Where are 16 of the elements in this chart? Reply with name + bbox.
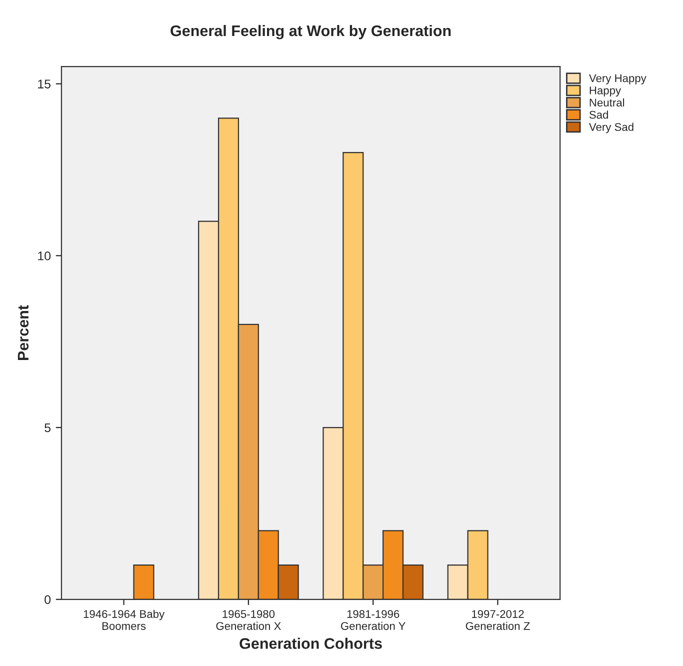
y-tick-label: 5 bbox=[44, 423, 51, 432]
legend-label: Neutral bbox=[590, 98, 624, 107]
y-axis-title: Percent bbox=[18, 305, 29, 360]
x-tick-label: 1965-1980 Generation X bbox=[216, 610, 281, 630]
legend-label: Very Sad bbox=[588, 122, 634, 134]
y-tick-label: 0 bbox=[44, 595, 51, 604]
chart-title: General Feeling at Work by Generation bbox=[170, 24, 451, 40]
legend-label: Very Happy bbox=[588, 74, 646, 84]
y-tick-label: 15 bbox=[38, 80, 51, 88]
y-tick-label: 10 bbox=[38, 251, 51, 260]
x-axis-title: Generation Cohorts bbox=[240, 638, 382, 649]
legend-label: Happy bbox=[590, 86, 622, 97]
legend-label: Sad bbox=[589, 110, 608, 119]
x-tick-label: 1981-1996 Generation Y bbox=[341, 610, 406, 630]
x-tick-label: 1997-2012 Generation Z bbox=[466, 610, 530, 630]
x-tick-label: 1946-1964 Baby Boomers bbox=[84, 610, 165, 630]
